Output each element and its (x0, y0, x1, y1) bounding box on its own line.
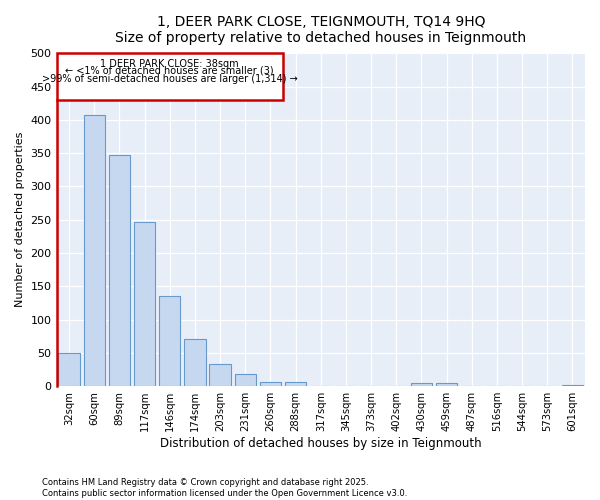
Text: Contains HM Land Registry data © Crown copyright and database right 2025.
Contai: Contains HM Land Registry data © Crown c… (42, 478, 407, 498)
Bar (285, 382, 307, 386)
Bar (83, 114, 105, 386)
FancyBboxPatch shape (56, 54, 283, 100)
Bar (184, 339, 206, 386)
Bar (209, 364, 231, 386)
Bar (109, 154, 130, 386)
Bar (436, 383, 457, 386)
Bar (562, 385, 583, 386)
Bar (260, 382, 281, 386)
Bar (58, 353, 80, 386)
Bar (411, 383, 432, 386)
Text: 1 DEER PARK CLOSE: 38sqm: 1 DEER PARK CLOSE: 38sqm (100, 58, 239, 68)
Text: ← <1% of detached houses are smaller (3): ← <1% of detached houses are smaller (3) (65, 66, 274, 76)
Bar (159, 296, 181, 386)
Bar (134, 222, 155, 386)
Bar (235, 374, 256, 386)
Y-axis label: Number of detached properties: Number of detached properties (15, 132, 25, 308)
Text: >99% of semi-detached houses are larger (1,314) →: >99% of semi-detached houses are larger … (42, 74, 298, 84)
X-axis label: Distribution of detached houses by size in Teignmouth: Distribution of detached houses by size … (160, 437, 482, 450)
Title: 1, DEER PARK CLOSE, TEIGNMOUTH, TQ14 9HQ
Size of property relative to detached h: 1, DEER PARK CLOSE, TEIGNMOUTH, TQ14 9HQ… (115, 15, 526, 45)
